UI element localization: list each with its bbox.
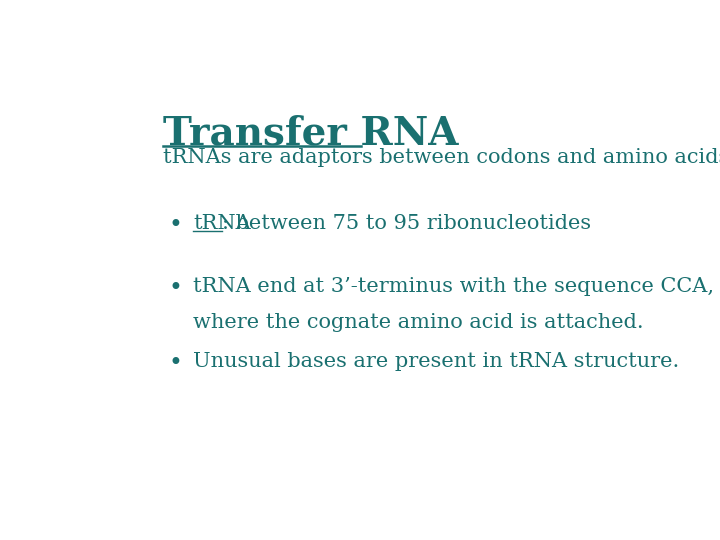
Text: Transfer RNA: Transfer RNA [163,114,458,153]
Text: •: • [168,277,182,300]
Text: •: • [168,352,182,375]
Text: •: • [168,214,182,238]
Text: tRNAs are adaptors between codons and amino acids: tRNAs are adaptors between codons and am… [163,148,720,167]
Text: tRNA end at 3’-terminus with the sequence CCA,: tRNA end at 3’-terminus with the sequenc… [193,277,714,296]
Text: tRNA: tRNA [193,214,251,233]
Text: Unusual bases are present in tRNA structure.: Unusual bases are present in tRNA struct… [193,352,680,370]
Text: where the cognate amino acid is attached.: where the cognate amino acid is attached… [193,313,644,332]
Text: : between 75 to 95 ribonucleotides: : between 75 to 95 ribonucleotides [222,214,591,233]
